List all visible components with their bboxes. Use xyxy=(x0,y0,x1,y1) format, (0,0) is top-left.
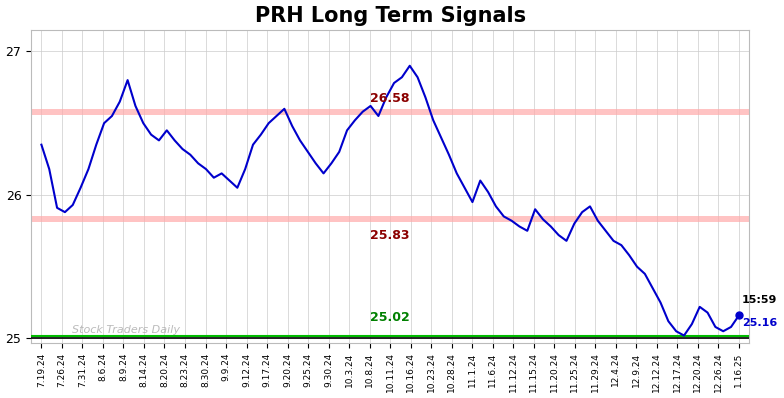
Bar xyxy=(31,109,750,115)
Text: Stock Traders Daily: Stock Traders Daily xyxy=(72,325,180,335)
Text: 26.58: 26.58 xyxy=(370,92,410,105)
Text: 25.16: 25.16 xyxy=(742,318,777,328)
Text: 15:59: 15:59 xyxy=(742,295,778,304)
Text: 25.83: 25.83 xyxy=(370,229,410,242)
Bar xyxy=(31,217,750,222)
Title: PRH Long Term Signals: PRH Long Term Signals xyxy=(255,6,526,25)
Text: 25.02: 25.02 xyxy=(370,311,410,324)
